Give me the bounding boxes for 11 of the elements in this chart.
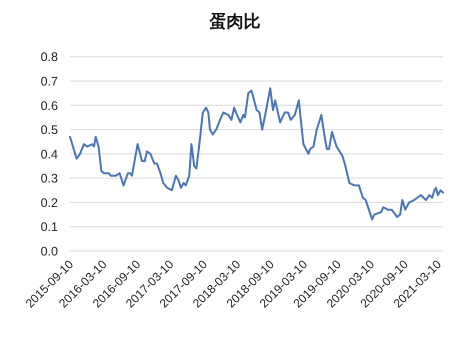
- y-tick-label: 0.4: [40, 147, 58, 162]
- y-tick-label: 0.6: [40, 98, 58, 113]
- y-tick-label: 0.2: [40, 196, 58, 210]
- chart-title: 蛋肉比: [208, 12, 260, 31]
- y-tick-label: 0.0: [40, 244, 58, 258]
- y-tick-label: 0.7: [40, 74, 58, 88]
- y-tick-label: 0.1: [40, 220, 58, 234]
- y-tick-label: 0.5: [40, 123, 58, 138]
- y-tick-label: 0.3: [40, 172, 58, 186]
- line-series: [69, 87, 444, 220]
- y-tick-label: 0.8: [40, 50, 58, 64]
